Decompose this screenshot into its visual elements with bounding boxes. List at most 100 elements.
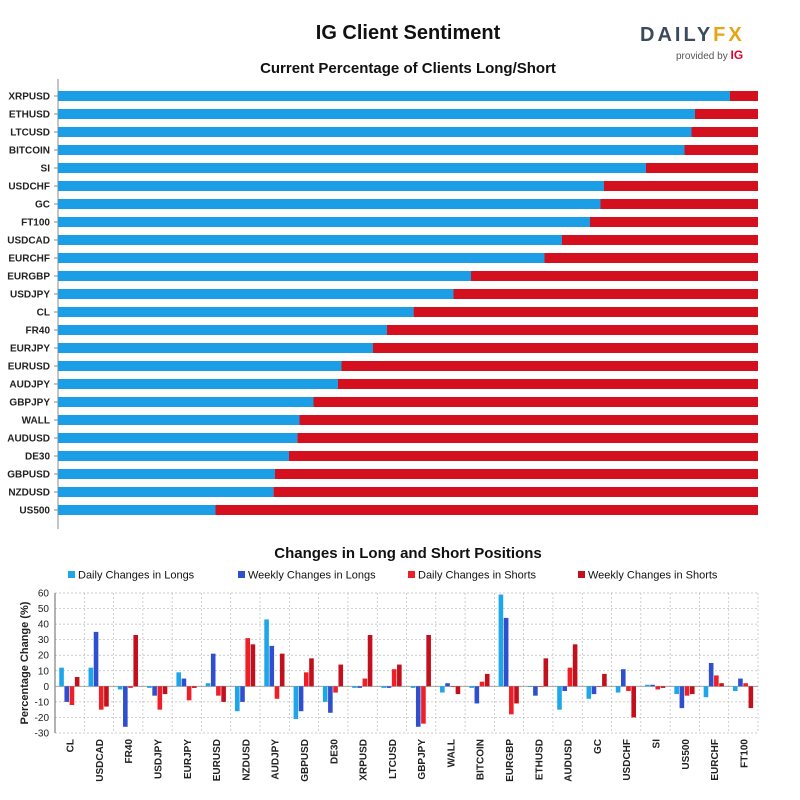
change-bar-eurjpy-3	[186, 686, 192, 701]
change-bar-wall-4	[455, 686, 461, 695]
sentiment-label-nzdusd: NZDUSD	[8, 488, 50, 499]
change-bar-gbpusd-3	[303, 672, 309, 687]
change-bar-usdjpy-4	[162, 686, 168, 695]
x-tick-label-audjpy: AUDJPY	[271, 739, 282, 780]
change-bar-xrpusd-1	[352, 686, 357, 688]
legend-swatch-3	[408, 571, 415, 578]
short-bar-eurjpy	[373, 343, 758, 353]
change-bar-ethusd-4	[543, 658, 549, 687]
x-tick-label-ft100: FT100	[739, 739, 750, 768]
change-bar-gbpusd-2	[298, 686, 304, 712]
sentiment-label-cl: CL	[37, 308, 50, 319]
change-bar-ft100-4	[748, 686, 754, 709]
change-bar-audusd-3	[567, 667, 573, 687]
y-tick-label: 50	[38, 604, 50, 615]
logo-provided-by: provided by IG	[676, 48, 744, 62]
changes-chart-title: Changes in Long and Short Positions	[274, 545, 542, 562]
change-bar-gc-3	[596, 686, 602, 687]
short-bar-si	[646, 163, 758, 173]
y-tick-label: 0	[43, 682, 49, 693]
x-tick-label-cl: CL	[66, 739, 77, 752]
change-bar-xrpusd-3	[362, 678, 368, 687]
sentiment-label-usdjpy: USDJPY	[10, 290, 50, 301]
change-bar-nzdusd-4	[250, 644, 256, 687]
change-bar-nzdusd-2	[240, 686, 245, 702]
x-tick-label-fr40: FR40	[124, 739, 135, 764]
x-tick-label-si: SI	[651, 739, 662, 749]
change-bar-xrpusd-2	[357, 686, 362, 688]
change-bar-audjpy-4	[279, 653, 285, 687]
x-tick-label-eurgbp: EURGBP	[505, 739, 516, 782]
dailyfx-logo: DAILYFX provided by IG	[640, 24, 750, 62]
change-bar-audusd-1	[557, 686, 562, 710]
change-bar-si-1	[645, 684, 650, 687]
sentiment-label-audjpy: AUDJPY	[9, 380, 50, 391]
change-bar-usdcad-2	[93, 631, 99, 687]
y-tick-label: 30	[38, 635, 50, 646]
long-bar-usdchf	[58, 181, 604, 191]
change-bar-nzdusd-1	[234, 686, 240, 712]
change-bar-audusd-4	[572, 644, 578, 687]
long-bar-usdjpy	[58, 289, 454, 299]
change-bar-de30-3	[333, 686, 338, 693]
change-bar-gbpusd-1	[293, 686, 299, 719]
y-tick-label: -30	[35, 729, 50, 740]
change-bar-ltcusd-3	[391, 669, 397, 687]
change-bar-audusd-2	[562, 686, 568, 691]
sentiment-label-ft100: FT100	[21, 218, 50, 229]
change-bar-xrpusd-4	[367, 635, 373, 687]
change-bar-gc-1	[586, 686, 592, 699]
change-bar-gbpjpy-4	[426, 635, 431, 687]
short-bar-us500	[215, 505, 758, 515]
change-bar-usdchf-2	[620, 669, 626, 687]
short-bar-usdchf	[604, 181, 758, 191]
long-bar-eurusd	[58, 361, 342, 371]
sentiment-label-eurchf: EURCHF	[8, 254, 50, 265]
change-bar-si-4	[660, 686, 666, 688]
x-tick-label-bitcoin: BITCOIN	[476, 739, 487, 780]
short-bar-gc	[600, 199, 758, 209]
x-tick-label-eurchf: EURCHF	[710, 739, 721, 781]
sentiment-label-si: SI	[41, 164, 51, 175]
change-bar-eurusd-1	[205, 683, 211, 687]
x-tick-label-gbpusd: GBPUSD	[300, 739, 311, 782]
legend-swatch-2	[238, 571, 245, 578]
change-bar-bitcoin-2	[474, 686, 480, 704]
long-bar-nzdusd	[58, 487, 274, 497]
change-bar-cl-2	[64, 686, 70, 702]
sentiment-label-eurusd: EURUSD	[8, 362, 50, 373]
change-bar-usdjpy-3	[157, 686, 163, 710]
long-bar-xrpusd	[58, 91, 730, 101]
change-bar-us500-1	[674, 686, 679, 695]
long-bar-us500	[58, 505, 216, 515]
legend-label-3: Daily Changes in Shorts	[418, 570, 537, 582]
short-bar-audusd	[297, 433, 758, 443]
change-bar-eurgbp-1	[498, 594, 504, 687]
y-axis-title: Percentage Change (%)	[19, 601, 31, 724]
long-bar-fr40	[58, 325, 387, 335]
change-bar-gbpusd-4	[309, 658, 314, 687]
change-bar-eurchf-2	[708, 663, 714, 687]
change-bar-ethusd-3	[538, 686, 543, 687]
change-bar-eurjpy-4	[192, 686, 197, 688]
x-tick-label-gbpjpy: GBPJPY	[417, 739, 428, 780]
long-bar-eurchf	[58, 253, 545, 263]
change-bar-audjpy-2	[269, 645, 275, 687]
short-bar-audjpy	[338, 379, 758, 389]
change-bar-ethusd-1	[527, 686, 533, 687]
short-bar-gbpusd	[275, 469, 758, 479]
change-bar-ft100-3	[743, 683, 748, 687]
legend-label-4: Weekly Changes in Shorts	[588, 570, 718, 582]
x-tick-label-audusd: AUDUSD	[564, 739, 575, 782]
change-bar-ft100-2	[738, 678, 743, 687]
sentiment-chart: XRPUSD ETHUSD LTCUSD BITCOIN SI USDCHF GC FT100…	[7, 79, 758, 529]
x-tick-label-ethusd: ETHUSD	[534, 739, 545, 780]
long-bar-eurjpy	[58, 343, 373, 353]
change-bar-si-3	[655, 686, 661, 690]
x-tick-label-wall: WALL	[446, 739, 457, 767]
change-bar-ft100-1	[732, 686, 738, 691]
change-bar-wall-1	[440, 686, 445, 693]
change-bar-fr40-3	[128, 686, 133, 688]
change-bar-nzdusd-3	[245, 638, 250, 687]
sentiment-label-eurgbp: EURGBP	[7, 272, 50, 283]
